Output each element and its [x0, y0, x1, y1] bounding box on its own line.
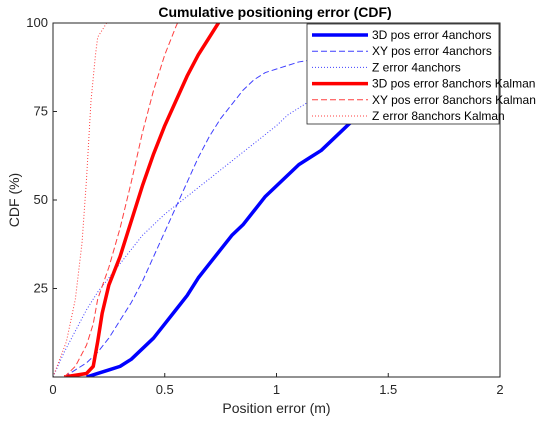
x-tick-label: 0.5 [156, 382, 174, 397]
y-tick-label: 100 [26, 15, 48, 30]
series-line-5 [63, 23, 179, 377]
x-tick-label: 2 [496, 382, 503, 397]
series-line-4 [63, 23, 221, 377]
x-tick-label: 0 [49, 382, 56, 397]
chart-title: Cumulative positioning error (CDF) [158, 4, 391, 20]
series-line-6 [53, 23, 108, 377]
legend-label-2: XY pos error 4anchors [372, 44, 492, 58]
y-tick-label: 25 [34, 281, 48, 296]
legend-label-6: Z error 8anchors Kalman [372, 109, 505, 123]
legend-label-4: 3D pos error 8anchors Kalman [372, 77, 535, 91]
legend-items: 3D pos error 4anchors XY pos error 4ancho… [312, 28, 536, 123]
y-tick-label: 50 [34, 192, 48, 207]
legend-box [306, 23, 500, 125]
x-tick-label: 1.5 [379, 382, 397, 397]
y-axis-label: CDF (%) [6, 173, 22, 227]
legend-label-5: XY pos error 8anchors Kalman [372, 93, 536, 107]
x-tick-label: 1 [273, 382, 280, 397]
legend-label-1: 3D pos error 4anchors [372, 28, 491, 42]
legend: 3D pos error 4anchors XY pos error 4ancho… [306, 23, 536, 125]
ticks-group: 0 0.5 1 1.5 2 25 50 75 100 [26, 15, 503, 397]
x-axis-label: Position error (m) [222, 400, 330, 416]
y-tick-label: 75 [34, 104, 48, 119]
legend-label-3: Z error 4anchors [372, 60, 461, 74]
